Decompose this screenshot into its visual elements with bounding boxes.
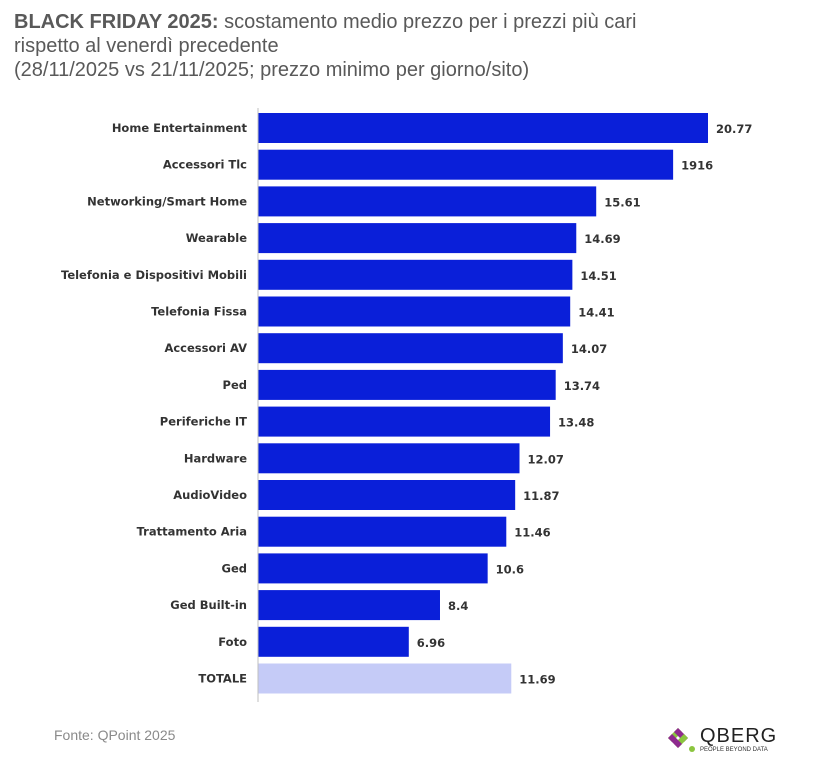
value-label: 14.51 (580, 269, 616, 283)
bar (258, 186, 597, 217)
category-label: AudioVideo (173, 488, 247, 502)
value-label: 14.69 (584, 232, 620, 246)
bar (258, 333, 563, 364)
value-label: 14.07 (571, 342, 607, 356)
category-label: Ged (222, 561, 247, 575)
category-label: Home Entertainment (112, 121, 248, 135)
bar (258, 590, 440, 621)
bar (258, 149, 674, 180)
category-label: Wearable (186, 231, 247, 245)
logo-mark-icon (668, 728, 695, 752)
bar (258, 516, 507, 547)
value-label: 8.4 (448, 599, 468, 613)
category-label: Accessori Tlc (163, 158, 247, 172)
bar (258, 626, 409, 657)
bar (258, 553, 488, 584)
svg-text:QBERG: QBERG (700, 725, 777, 747)
value-label: 20.77 (716, 122, 752, 136)
value-label: 1916 (681, 159, 713, 173)
value-label: 11.69 (519, 673, 555, 687)
title-line3: (28/11/2025 vs 21/11/2025; prezzo minimo… (14, 59, 530, 81)
category-label: Hardware (184, 451, 247, 465)
bar (258, 443, 520, 474)
bar (258, 480, 516, 510)
value-label: 10.6 (496, 562, 524, 576)
bar (258, 223, 577, 254)
category-label: Ged Built-in (170, 598, 247, 612)
bar (258, 113, 708, 143)
category-label: Trattamento Aria (137, 525, 247, 539)
svg-text:PEOPLE BEYOND DATA: PEOPLE BEYOND DATA (700, 747, 768, 753)
title-bold: BLACK FRIDAY 2025: (14, 11, 219, 33)
value-label: 14.41 (578, 306, 614, 320)
category-label: Foto (218, 635, 247, 649)
category-label: Telefonia Fissa (151, 305, 247, 319)
bar (258, 369, 556, 400)
bar (258, 296, 571, 327)
value-label: 6.96 (417, 636, 445, 650)
category-label: Networking/Smart Home (87, 194, 247, 208)
category-label: Ped (223, 378, 247, 392)
bar (258, 663, 512, 694)
value-label: 13.48 (558, 416, 594, 430)
bar (258, 406, 551, 437)
value-label: 13.74 (564, 379, 600, 393)
value-label: 12.07 (528, 452, 564, 466)
category-label: Telefonia e Dispositivi Mobili (61, 268, 247, 282)
category-label: TOTALE (198, 672, 247, 686)
qberg-logo: QBERG PEOPLE BEYOND DATA (668, 725, 777, 753)
title-line2: rispetto al venerdì precedente (14, 35, 279, 57)
bar (258, 259, 573, 290)
source-note: Fonte: QPoint 2025 (54, 727, 176, 743)
category-label: Periferiche IT (160, 415, 247, 429)
chart-title: BLACK FRIDAY 2025: scostamento medio pre… (14, 10, 804, 82)
value-label: 15.61 (604, 195, 640, 209)
value-label: 11.46 (514, 526, 550, 540)
title-line1: scostamento medio prezzo per i prezzi pi… (218, 11, 637, 33)
category-label: Accessori AV (164, 341, 247, 355)
value-label: 11.87 (523, 489, 559, 503)
